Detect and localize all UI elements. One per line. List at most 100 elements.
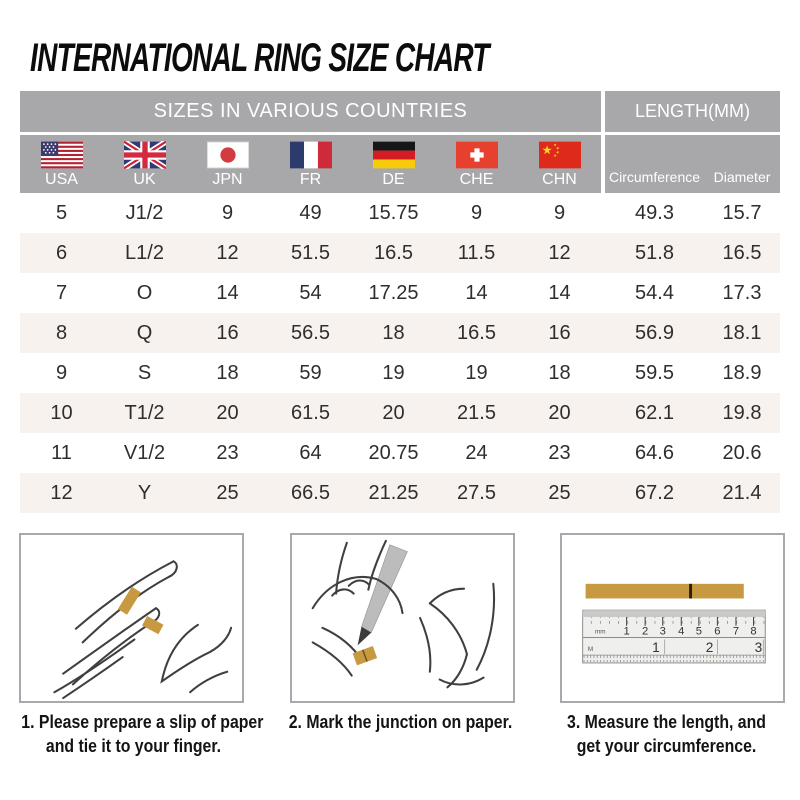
cell-fr: 49 — [299, 201, 322, 224]
cell-uk: S — [137, 361, 152, 384]
country-label-usa: USA — [45, 171, 78, 188]
cell-uk: T1/2 — [124, 401, 165, 424]
cell-usa: 8 — [55, 321, 68, 344]
figure-step3: 1 2 3 4 5 6 7 8 mm 1 2 3 M — [560, 533, 785, 703]
svg-text:6: 6 — [714, 626, 720, 638]
cell-jpn: 9 — [221, 201, 234, 224]
pen-icon — [360, 544, 408, 634]
cell-chn: 18 — [548, 361, 571, 384]
country-label-che-de: DE — [382, 171, 405, 188]
table-column-header-row: USA UK JPN FR — [20, 135, 780, 193]
column-header-jpn: JPN — [186, 135, 269, 193]
svg-text:1: 1 — [623, 626, 629, 638]
caption-step3: 3. Measure the length, and get your circ… — [567, 712, 766, 756]
table-row: 7 O 14 54 17.25 14 14 54.4 17.3 — [20, 273, 780, 313]
cell-jpn: 18 — [216, 361, 239, 384]
caption-step2: 2. Mark the junction on paper. — [288, 712, 512, 732]
cell-de: 19 — [382, 361, 405, 384]
cell-fr: 64 — [299, 441, 322, 464]
cell-jpn: 14 — [216, 281, 239, 304]
ruler-measurement-illustration: 1 2 3 4 5 6 7 8 mm 1 2 3 M — [582, 583, 766, 664]
switzerland-flag-icon — [455, 141, 498, 169]
cell-uk: Y — [137, 481, 152, 504]
cell-circumference: 56.9 — [635, 321, 674, 344]
page-title: INTERNATIONAL RING SIZE CHART — [30, 36, 490, 80]
cell-jpn: 20 — [216, 401, 239, 424]
cell-che: 11.5 — [457, 241, 496, 264]
cell-uk: O — [136, 281, 153, 304]
cell-jpn: 12 — [216, 241, 239, 264]
cell-che: 9 — [470, 201, 483, 224]
cell-usa: 10 — [50, 401, 73, 424]
cell-de: 18 — [382, 321, 405, 344]
country-label-che: CHE — [459, 171, 494, 188]
ring-size-table: SIZES IN VARIOUS COUNTRIES LENGTH(MM) — [20, 91, 780, 513]
instruction-captions: 1. Please prepare a slip of paper and ti… — [0, 711, 800, 759]
cell-chn: 14 — [548, 281, 571, 304]
cell-usa: 9 — [55, 361, 68, 384]
cell-che: 21.5 — [457, 401, 496, 424]
cell-usa: 5 — [55, 201, 68, 224]
cell-che: 19 — [465, 361, 488, 384]
cell-che: 27.5 — [457, 481, 496, 504]
caption-step1: 1. Please prepare a slip of paper and ti… — [21, 712, 264, 756]
cell-diameter: 21.4 — [722, 481, 762, 504]
cell-fr: 56.5 — [291, 321, 330, 344]
table-row: 6 L1/2 12 51.5 16.5 11.5 12 51.8 16.5 — [20, 233, 780, 273]
cell-diameter: 20.6 — [722, 441, 762, 464]
column-header-circumference: Circumference — [605, 135, 704, 193]
column-header-uk: UK — [103, 135, 186, 193]
cell-usa: 7 — [55, 281, 68, 304]
japan-flag-icon — [206, 141, 249, 169]
usa-flag-icon — [40, 141, 83, 169]
cell-diameter: 15.7 — [722, 201, 762, 224]
cell-chn: 20 — [548, 401, 571, 424]
cell-jpn: 25 — [216, 481, 239, 504]
table-row: 12 Y 25 66.5 21.25 27.5 25 67.2 21.4 — [20, 473, 780, 513]
table-row: 5 J1/2 9 49 15.75 9 9 49.3 15.7 — [20, 193, 780, 233]
cell-chn: 16 — [548, 321, 571, 344]
table-row: 11 V1/2 23 64 20.75 24 23 64.6 20.6 — [20, 433, 780, 473]
svg-text:M: M — [588, 646, 593, 653]
cell-circumference: 62.1 — [635, 401, 674, 424]
group-header-countries: SIZES IN VARIOUS COUNTRIES — [20, 91, 601, 132]
cell-de: 20 — [382, 401, 405, 424]
svg-text:7: 7 — [733, 626, 739, 638]
cell-circumference: 51.8 — [635, 241, 674, 264]
france-flag-icon — [289, 141, 332, 169]
cell-chn: 12 — [548, 241, 571, 264]
uk-flag-icon — [123, 141, 166, 169]
country-label-chn: CHN — [542, 171, 577, 188]
svg-text:5: 5 — [696, 626, 702, 638]
table-row: 8 Q 16 56.5 18 16.5 16 56.9 18.1 — [20, 313, 780, 353]
column-header-fr: FR — [269, 135, 352, 193]
svg-text:mm: mm — [595, 629, 606, 636]
cell-che: 14 — [465, 281, 488, 304]
cell-de: 20.75 — [368, 441, 419, 464]
germany-flag-icon — [372, 141, 415, 169]
country-label-jpn: JPN — [212, 171, 243, 188]
cell-circumference: 54.4 — [635, 281, 674, 304]
cell-che: 24 — [465, 441, 488, 464]
svg-text:3: 3 — [755, 640, 763, 655]
country-label-uk: UK — [133, 171, 156, 188]
cell-jpn: 23 — [216, 441, 239, 464]
group-header-length: LENGTH(MM) — [605, 91, 780, 132]
figure-step2 — [289, 533, 515, 703]
column-header-diameter: Diameter — [704, 135, 780, 193]
cell-diameter: 17.3 — [722, 281, 762, 304]
cell-de: 17.25 — [368, 281, 419, 304]
cell-uk: Q — [136, 321, 153, 344]
cell-chn: 23 — [548, 441, 571, 464]
cell-diameter: 16.5 — [722, 241, 762, 264]
svg-text:3: 3 — [660, 626, 666, 638]
cell-chn: 9 — [553, 201, 566, 224]
svg-text:2: 2 — [706, 640, 714, 655]
cell-de: 15.75 — [368, 201, 419, 224]
cell-uk: J1/2 — [125, 201, 164, 224]
table-row: 9 S 18 59 19 19 18 59.5 18.9 — [20, 353, 780, 393]
cell-fr: 51.5 — [291, 241, 330, 264]
svg-text:1: 1 — [652, 640, 660, 655]
cell-diameter: 18.9 — [722, 361, 762, 384]
